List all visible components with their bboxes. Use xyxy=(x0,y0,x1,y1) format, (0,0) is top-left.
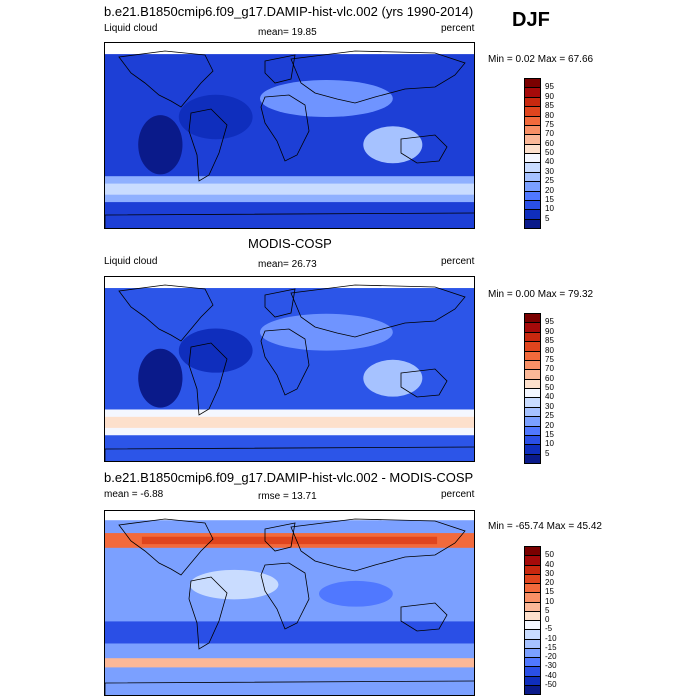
colorbar-label: 50 xyxy=(545,383,554,392)
colorbar-label: 0 xyxy=(545,615,550,624)
coastline xyxy=(260,94,310,162)
coastline xyxy=(118,284,214,342)
colorbar-label: 20 xyxy=(545,420,554,430)
coastline xyxy=(260,328,310,396)
colorbar-label: 30 xyxy=(545,166,554,176)
panel3-rmse-label: rmse = 13.71 xyxy=(258,491,317,502)
colorbar-label: 15 xyxy=(545,587,554,597)
colorbar-label: 25 xyxy=(545,176,554,186)
coastline xyxy=(105,212,474,228)
panel1-variable-label: Liquid cloud xyxy=(104,23,158,34)
coastline xyxy=(260,562,310,630)
colorbar-label: 75 xyxy=(545,119,554,129)
colorbar-label: 85 xyxy=(545,101,554,111)
panel3-title: b.e21.B1850cmip6.f09_g17.DAMIP-hist-vlc.… xyxy=(104,470,474,485)
colorbar-label: 10 xyxy=(545,204,554,214)
colorbar-label: 25 xyxy=(545,411,554,421)
panel1-minmax: Min = 0.02 Max = 67.66 xyxy=(488,54,594,65)
coastline xyxy=(290,284,466,338)
colorbar-label: 75 xyxy=(545,354,554,364)
colorbar-label: -15 xyxy=(545,642,557,652)
panel1-units-label: percent xyxy=(441,23,475,34)
colorbar-label: 50 xyxy=(545,148,554,157)
colorbar-label: -5 xyxy=(545,624,553,634)
colorbar-label: 90 xyxy=(545,326,554,336)
coastline xyxy=(400,134,448,164)
coastline xyxy=(264,522,296,552)
map-field xyxy=(105,277,474,461)
colorbar-label: -10 xyxy=(545,633,557,643)
panel3-map xyxy=(104,510,475,696)
coastline xyxy=(290,518,466,572)
colorbar-label: 40 xyxy=(545,157,554,167)
colorbar-label: 60 xyxy=(545,373,554,383)
colorbar-label: 80 xyxy=(545,345,554,355)
colorbar-label: 30 xyxy=(545,568,554,578)
colorbar-label: 40 xyxy=(545,392,554,402)
colorbar-label: 15 xyxy=(545,429,554,439)
colorbar-label: 50 xyxy=(545,550,554,560)
panel1-title: b.e21.B1850cmip6.f09_g17.DAMIP-hist-vlc.… xyxy=(104,4,474,19)
colorbar-box xyxy=(524,218,541,229)
panel3-units-label: percent xyxy=(441,489,475,500)
coastline xyxy=(264,288,296,318)
panel2-variable-label: Liquid cloud xyxy=(104,256,158,267)
panel1-colorbar: 95 90 85 80 75 70 60 50 40 30 25 20 15 10 5 xyxy=(524,78,564,229)
colorbar-label: -50 xyxy=(545,679,557,689)
panel2-map xyxy=(104,276,475,462)
coastline xyxy=(105,680,474,695)
coastline xyxy=(400,602,448,632)
coastline xyxy=(290,50,466,104)
panel3-colorbar: 50 40 30 20 15 10 5 0 -5 -10 -15 -20 -30 -40 -50 xyxy=(524,546,564,695)
panel1-mean-label: mean= 19.85 xyxy=(258,27,317,38)
colorbar-label: 15 xyxy=(545,194,554,204)
coastline xyxy=(118,50,214,108)
coastline xyxy=(400,368,448,398)
panel2-mean-label: mean= 26.73 xyxy=(258,259,317,270)
colorbar-label: 85 xyxy=(545,336,554,346)
coastline xyxy=(105,446,474,461)
colorbar-label: 95 xyxy=(545,317,554,327)
colorbar-label: 10 xyxy=(545,596,554,606)
coastline xyxy=(118,518,214,576)
colorbar-label: 5 xyxy=(545,213,550,223)
map-field xyxy=(105,43,474,228)
colorbar-label: 20 xyxy=(545,578,554,587)
colorbar-label: 70 xyxy=(545,129,554,139)
colorbar-label: -20 xyxy=(545,652,557,661)
coastline xyxy=(188,342,228,416)
colorbar-label: 40 xyxy=(545,559,554,569)
colorbar-label: 60 xyxy=(545,138,554,148)
colorbar-label: 10 xyxy=(545,439,554,449)
colorbar-label: 30 xyxy=(545,401,554,411)
colorbar-label: 80 xyxy=(545,110,554,120)
panel2-units-label: percent xyxy=(441,256,475,267)
panel1-map xyxy=(104,42,475,229)
season-label: DJF xyxy=(512,9,550,31)
colorbar-box xyxy=(524,453,541,464)
colorbar-label: -30 xyxy=(545,661,557,671)
colorbar-label: 20 xyxy=(545,185,554,195)
panel3-minmax: Min = -65.74 Max = 45.42 xyxy=(488,521,602,532)
colorbar-label: 5 xyxy=(545,448,550,458)
coastline xyxy=(188,108,228,182)
panel2-colorbar: 95 90 85 80 75 70 60 50 40 30 25 20 15 10 5 xyxy=(524,313,564,464)
panel2-minmax: Min = 0.00 Max = 79.32 xyxy=(488,289,594,300)
coastline xyxy=(264,54,296,84)
colorbar-label: 90 xyxy=(545,91,554,101)
colorbar-label: -40 xyxy=(545,670,557,680)
colorbar-label: 70 xyxy=(545,364,554,374)
colorbar-label: 95 xyxy=(545,82,554,92)
colorbar-box xyxy=(524,684,541,695)
panel2-title: MODIS-COSP xyxy=(248,236,332,251)
map-field xyxy=(105,511,474,695)
colorbar-label: 5 xyxy=(545,605,550,615)
panel3-mean-label: mean = -6.88 xyxy=(104,489,164,500)
coastline xyxy=(188,576,228,650)
